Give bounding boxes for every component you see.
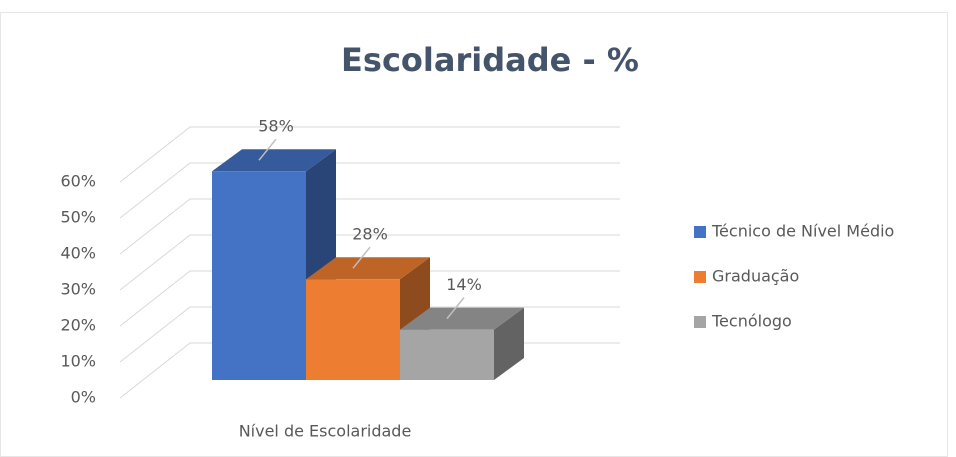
legend-label: Graduação [712,267,799,286]
y-tick-label: 30% [60,280,96,299]
bar-top [212,149,336,172]
leader-line [258,138,277,161]
bar-side [494,307,524,380]
y-tick-label: 40% [60,244,96,263]
chart-title: Escolaridade - % [341,41,639,79]
x-tick-label: Nível de Escolaridade [239,422,412,441]
legend-swatch [694,316,706,328]
legend-label: Técnico de Nível Médio [711,222,894,241]
grid-line [119,270,620,327]
legend-swatch [694,226,706,238]
bar-front [212,171,306,380]
y-tick-label: 0% [71,388,96,407]
y-tick-label: 10% [60,352,96,371]
bar [400,307,524,380]
y-tick-label: 60% [60,172,96,191]
y-tick-label: 20% [60,316,96,335]
bar-front [306,279,400,380]
bar-front [400,329,494,380]
leader-line [352,246,371,269]
grid-line [119,234,620,291]
y-tick-label: 50% [60,208,96,227]
data-label: 58% [258,117,294,136]
grid-line [119,126,620,183]
grid-line [119,198,620,255]
bar-top [400,307,524,330]
leader-line [446,297,465,320]
legend-label: Tecnólogo [711,312,792,331]
bar-top [306,257,430,280]
legend-swatch [694,271,706,283]
grid-line [119,306,620,363]
data-label: 14% [446,275,482,294]
data-label: 28% [352,225,388,244]
grid-line [119,162,620,219]
